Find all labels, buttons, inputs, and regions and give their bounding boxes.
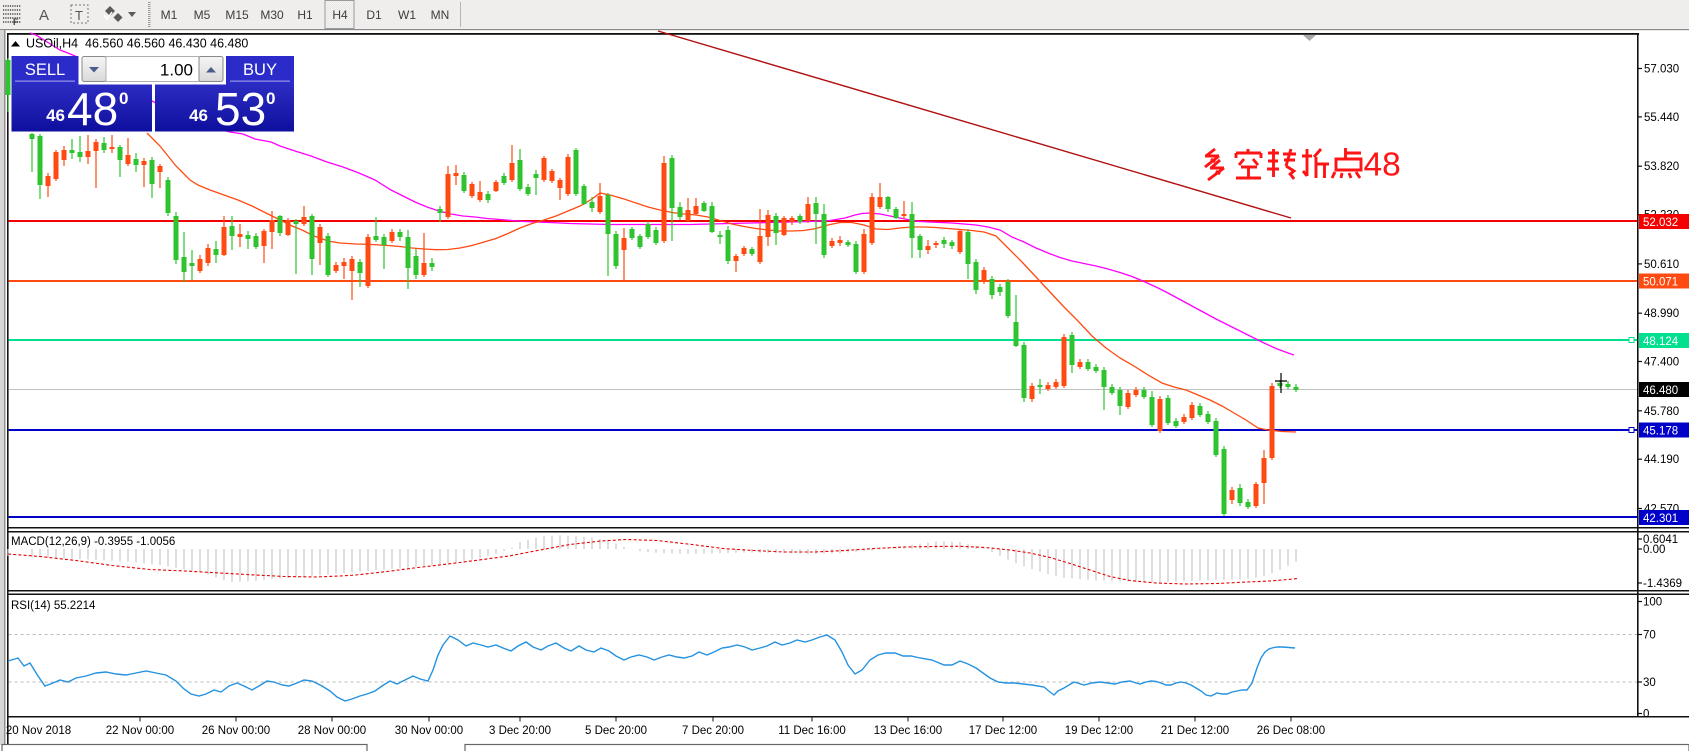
svg-text:SELL: SELL [25,61,65,79]
svg-text:M30: M30 [260,8,284,22]
svg-text:MN: MN [431,8,450,22]
svg-text:30: 30 [1643,677,1656,689]
svg-text:H1: H1 [297,8,313,22]
svg-text:44.190: 44.190 [1644,454,1679,466]
svg-text:17 Dec 12:00: 17 Dec 12:00 [969,725,1037,737]
svg-text:BUY: BUY [243,61,277,79]
svg-text:55.440: 55.440 [1644,112,1679,124]
svg-text:53: 53 [215,83,266,135]
svg-text:53.820: 53.820 [1644,161,1679,173]
svg-text:45.780: 45.780 [1644,406,1679,418]
svg-text:48: 48 [67,83,118,135]
svg-text:100: 100 [1643,597,1662,609]
svg-text:22 Nov 00:00: 22 Nov 00:00 [106,725,174,737]
svg-text:-1.4369: -1.4369 [1643,578,1682,590]
svg-text:28 Nov 00:00: 28 Nov 00:00 [298,725,366,737]
svg-text:48: 48 [1364,147,1401,184]
svg-text:46: 46 [46,106,65,125]
svg-text:46.480: 46.480 [1643,385,1678,397]
svg-text:46: 46 [189,106,208,125]
svg-text:45.178: 45.178 [1643,426,1678,438]
svg-text:50.610: 50.610 [1644,259,1679,271]
svg-text:48.990: 48.990 [1644,308,1679,320]
svg-text:26 Dec 08:00: 26 Dec 08:00 [1257,725,1325,737]
svg-text:26 Nov 00:00: 26 Nov 00:00 [202,725,270,737]
svg-text:52.032: 52.032 [1643,217,1678,229]
svg-text:70: 70 [1643,630,1656,642]
svg-text:H4: H4 [332,8,348,22]
svg-text:21 Dec 12:00: 21 Dec 12:00 [1161,725,1229,737]
svg-text:13 Dec 16:00: 13 Dec 16:00 [874,725,942,737]
svg-text:0: 0 [266,89,275,108]
svg-text:RSI(14) 55.2214: RSI(14) 55.2214 [11,600,96,612]
svg-text:MACD(12,26,9) -0.3955 -1.0056: MACD(12,26,9) -0.3955 -1.0056 [11,536,175,548]
svg-text:F: F [13,17,19,27]
svg-text:3 Dec 20:00: 3 Dec 20:00 [489,725,551,737]
svg-text:1.00: 1.00 [160,61,193,80]
svg-text:48.124: 48.124 [1643,336,1679,348]
svg-text:USOil,H4 46.560 46.560 46.430: USOil,H4 46.560 46.560 46.430 46.480 [26,37,248,51]
svg-text:0.6041: 0.6041 [1643,534,1678,546]
svg-text:M1: M1 [161,8,178,22]
svg-text:T: T [75,8,83,23]
svg-text:20 Nov 2018: 20 Nov 2018 [6,725,71,737]
svg-text:47.400: 47.400 [1644,357,1679,369]
svg-text:0: 0 [1643,709,1649,721]
svg-text:0: 0 [119,89,128,108]
svg-text:30 Nov 00:00: 30 Nov 00:00 [395,725,463,737]
svg-text:50.071: 50.071 [1643,277,1678,289]
svg-text:A: A [39,7,49,24]
svg-text:57.030: 57.030 [1644,64,1679,76]
svg-text:M5: M5 [194,8,211,22]
svg-text:W1: W1 [398,8,416,22]
svg-text:D1: D1 [366,8,382,22]
svg-text:19 Dec 12:00: 19 Dec 12:00 [1065,725,1133,737]
svg-text:5 Dec 20:00: 5 Dec 20:00 [585,725,647,737]
svg-text:11 Dec 16:00: 11 Dec 16:00 [778,725,846,737]
svg-text:0.00: 0.00 [1643,544,1665,556]
svg-text:7 Dec 20:00: 7 Dec 20:00 [682,725,744,737]
svg-text:42.301: 42.301 [1643,513,1678,525]
svg-text:M15: M15 [225,8,249,22]
